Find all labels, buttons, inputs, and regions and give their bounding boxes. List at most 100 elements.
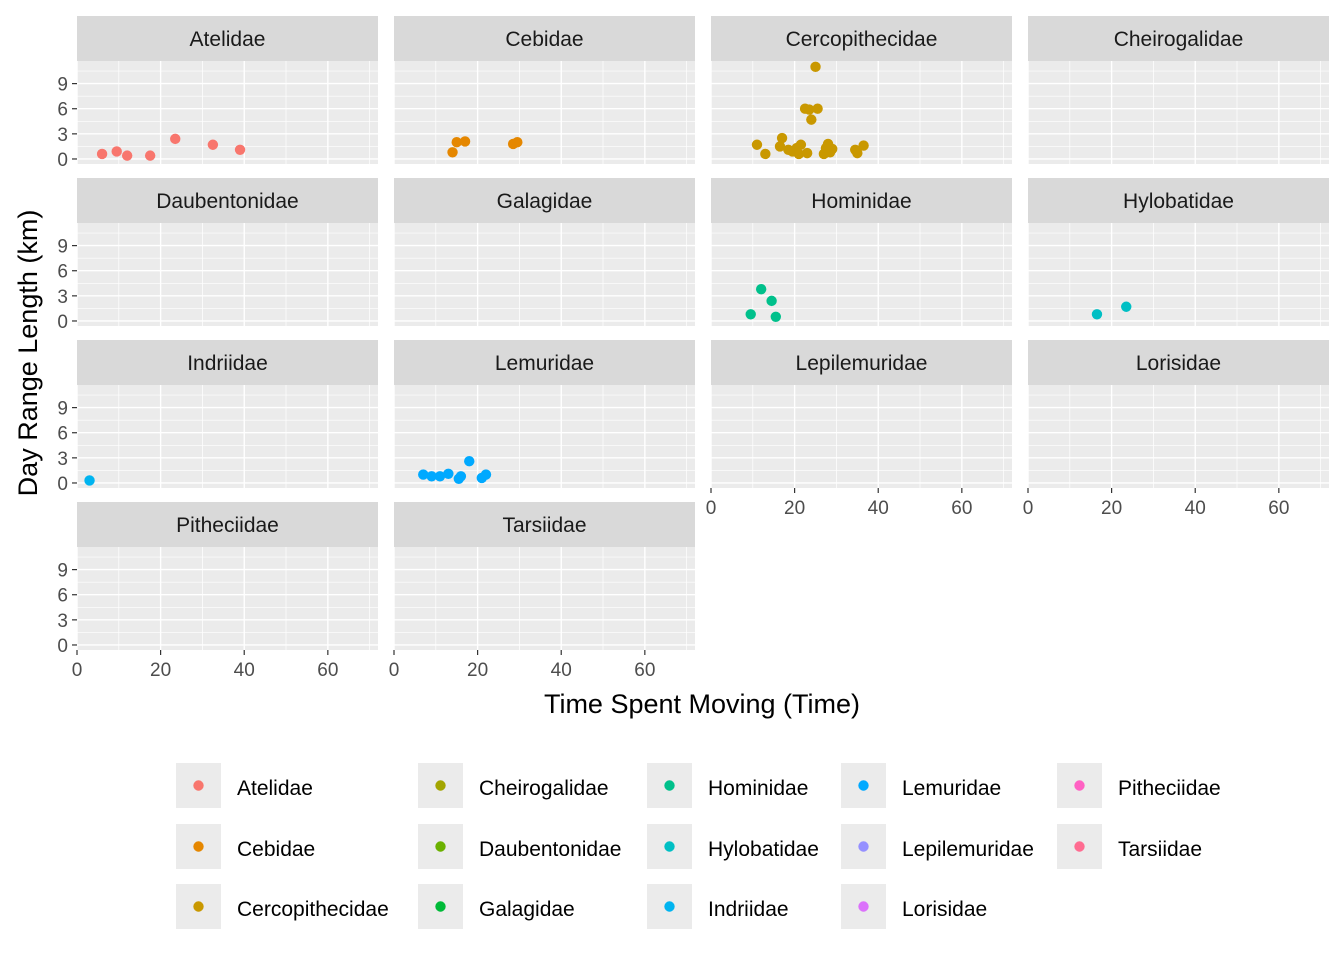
y-axis-atelidae: 0 3 6 9 xyxy=(57,75,77,171)
legend-label: Lepilemuridae xyxy=(902,838,1034,861)
data-point xyxy=(751,139,763,150)
facet-strip-label: Lemuridae xyxy=(495,352,594,375)
x-axes: 0 20 40 60 0 20 40 60 0 20 40 60 0 20 40 60 xyxy=(72,488,1289,681)
y-tick-label: 9 xyxy=(57,561,68,582)
data-point xyxy=(858,140,869,151)
data-point xyxy=(96,148,108,160)
legend-item-lemuridae: Lemuridae xyxy=(841,763,1001,808)
y-tick-label: 6 xyxy=(57,262,68,283)
data-point xyxy=(755,283,767,295)
y-tick-label: 9 xyxy=(57,75,68,96)
y-tick-label: 0 xyxy=(57,474,68,495)
panel-background xyxy=(77,385,378,488)
legend-marker xyxy=(435,780,446,791)
facet-strip-label: Cercopithecidae xyxy=(786,28,938,51)
x-tick-label: 40 xyxy=(234,660,255,681)
x-axis-title: Time Spent Moving (Time) xyxy=(544,689,860,719)
facet-strip-label: Hominidae xyxy=(811,190,911,213)
facet-strip xyxy=(394,340,695,385)
data-point xyxy=(760,148,771,160)
legend-item-cercopithecidae: Cercopithecidae xyxy=(176,884,389,929)
legend-marker xyxy=(1074,780,1085,791)
facet-strip-label: Lorisidae xyxy=(1136,352,1221,375)
data-point xyxy=(447,147,458,158)
facet-strip xyxy=(394,502,695,547)
legend-label: Cercopithecidae xyxy=(237,898,389,921)
data-point xyxy=(121,150,133,161)
legend-marker xyxy=(858,841,869,852)
panel-background xyxy=(394,61,695,164)
x-tick-label: 0 xyxy=(706,498,717,519)
facet-galagidae: Galagidae xyxy=(393,178,695,326)
facet-strip xyxy=(394,16,695,61)
y-tick-label: 3 xyxy=(57,125,68,146)
facet-strip xyxy=(711,16,1012,61)
legend-label: Cheirogalidae xyxy=(479,777,609,800)
data-point xyxy=(426,471,437,482)
x-tick-label: 60 xyxy=(634,660,655,681)
x-axis-lorisidae: 0 20 40 60 xyxy=(1023,488,1289,519)
legend-label: Tarsiidae xyxy=(1118,838,1202,861)
legend-marker xyxy=(664,901,675,912)
y-axis-daubentonidae: 0 3 6 9 xyxy=(57,237,77,333)
data-point xyxy=(418,469,429,480)
facet-pitheciidae: Pitheciidae xyxy=(76,502,378,650)
data-point xyxy=(827,143,838,155)
legend-label: Hylobatidae xyxy=(708,838,819,861)
x-tick-label: 20 xyxy=(467,660,488,681)
x-tick-label: 0 xyxy=(72,660,83,681)
legend-item-cebidae: Cebidae xyxy=(176,824,315,869)
y-tick-label: 6 xyxy=(57,424,68,445)
legend-label: Lemuridae xyxy=(902,777,1001,800)
y-tick-label: 6 xyxy=(57,100,68,121)
data-point xyxy=(776,132,788,144)
panel-background xyxy=(711,223,1012,326)
legend-item-lepilemuridae: Lepilemuridae xyxy=(841,824,1034,869)
legend-item-tarsiidae: Tarsiidae xyxy=(1057,824,1202,869)
facet-strip xyxy=(711,178,1012,223)
y-tick-label: 6 xyxy=(57,586,68,607)
facet-strip xyxy=(394,178,695,223)
y-axes: 0 3 6 9 0 3 6 9 0 3 6 9 0 3 6 9 xyxy=(57,75,77,657)
y-axis-indriidae: 0 3 6 9 xyxy=(57,399,77,495)
data-point xyxy=(810,61,821,73)
legend-marker xyxy=(193,780,204,791)
facet-cheirogalidae: Cheirogalidae xyxy=(1027,16,1329,164)
data-point xyxy=(459,136,471,147)
facet-strip xyxy=(1028,178,1329,223)
x-tick-label: 20 xyxy=(784,498,805,519)
facet-lorisidae: Lorisidae xyxy=(1027,340,1329,488)
legend-item-galagidae: Galagidae xyxy=(418,884,575,929)
x-axis-pitheciidae: 0 20 40 60 xyxy=(72,650,338,681)
legend-label: Atelidae xyxy=(237,777,313,800)
legend-item-daubentonidae: Daubentonidae xyxy=(418,824,621,869)
facet-strip xyxy=(77,16,378,61)
y-tick-label: 9 xyxy=(57,399,68,420)
data-point xyxy=(1091,309,1103,320)
y-tick-label: 0 xyxy=(57,150,68,171)
data-point xyxy=(745,309,756,320)
data-point xyxy=(443,468,454,479)
legend-label: Indriidae xyxy=(708,898,789,921)
x-tick-label: 40 xyxy=(551,660,572,681)
data-point xyxy=(806,114,817,125)
facet-strip xyxy=(1028,16,1329,61)
y-tick-label: 3 xyxy=(57,449,68,470)
legend-marker xyxy=(193,841,204,852)
data-point xyxy=(207,139,219,150)
data-point xyxy=(434,471,446,482)
facet-strip-label: Lepilemuridae xyxy=(796,352,928,375)
data-point xyxy=(480,469,492,480)
legend-item-cheirogalidae: Cheirogalidae xyxy=(418,763,609,808)
legend-label: Galagidae xyxy=(479,898,575,921)
panel-background xyxy=(77,223,378,326)
legend-item-pitheciidae: Pitheciidae xyxy=(1057,763,1221,808)
facet-indriidae: Indriidae xyxy=(76,340,378,488)
y-axis-title: Day Range Length (km) xyxy=(13,210,43,497)
x-tick-label: 60 xyxy=(317,660,338,681)
facet-strip-label: Cheirogalidae xyxy=(1114,28,1244,51)
panel-background xyxy=(77,61,378,164)
facet-tarsiidae: Tarsiidae xyxy=(393,502,695,650)
y-tick-label: 3 xyxy=(57,611,68,632)
legend-label: Lorisidae xyxy=(902,898,987,921)
